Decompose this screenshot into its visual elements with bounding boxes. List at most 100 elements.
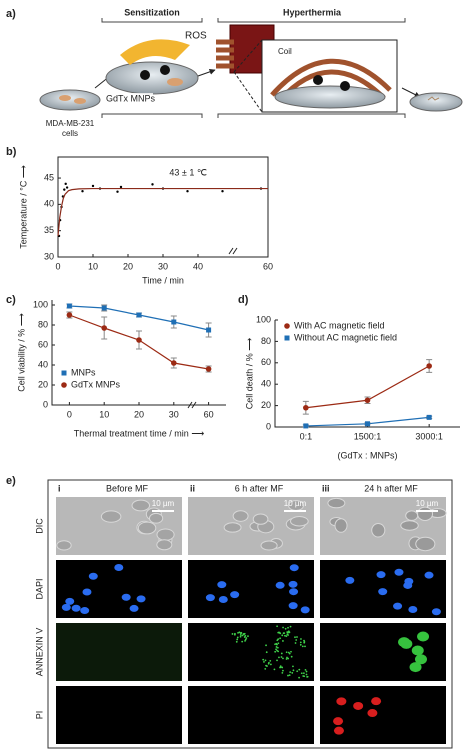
stain	[281, 671, 284, 674]
stain	[234, 632, 236, 635]
y-axis-label: Temperature / °C ⟶	[18, 165, 28, 249]
point	[426, 363, 432, 369]
stain	[409, 662, 422, 673]
stain	[276, 639, 279, 642]
stain	[240, 631, 243, 634]
micrograph	[320, 686, 446, 744]
stain	[287, 657, 290, 660]
stain	[241, 640, 244, 643]
point	[101, 325, 107, 331]
point	[426, 414, 432, 420]
point	[303, 404, 309, 411]
gdtx-label: GdTx MNPs	[106, 93, 156, 103]
chart: d) 0 20 40 60 80 100 0:1 1500:1 3000:1 Cell death …	[238, 294, 460, 460]
cell	[415, 536, 436, 552]
stain	[305, 673, 308, 676]
nucleus	[114, 564, 124, 572]
x-tick-label: 0	[67, 409, 72, 419]
stain	[285, 658, 288, 660]
nucleus	[424, 571, 434, 579]
x-tick-label: 1500:1	[354, 431, 382, 441]
point	[64, 182, 67, 186]
y-tick-label: 100	[33, 299, 48, 309]
stain	[367, 709, 378, 718]
column-numeral: ii	[190, 483, 195, 493]
y-tick-label: 40	[38, 359, 48, 369]
stain	[336, 697, 347, 706]
cell	[223, 522, 242, 533]
nucleus	[80, 607, 90, 615]
stain	[280, 656, 283, 658]
legend-label: MNPs	[71, 367, 96, 377]
stain	[298, 676, 300, 679]
stain	[266, 665, 268, 667]
stain	[299, 643, 302, 646]
point	[205, 366, 212, 372]
nucleus	[431, 608, 441, 616]
nucleus	[121, 593, 131, 601]
coil	[216, 39, 234, 69]
stain	[282, 657, 284, 660]
nucleus	[230, 591, 240, 599]
nucleus	[345, 576, 355, 584]
chart: c) 0 20 40 60 80 100 0 10 20 30 60 Cell viability / …	[6, 294, 226, 438]
stain	[276, 659, 278, 662]
point	[119, 185, 123, 189]
stain	[276, 646, 279, 649]
stain	[289, 671, 292, 674]
nucleus	[376, 571, 386, 579]
stain	[236, 638, 239, 641]
stain	[285, 635, 288, 638]
x-tick-label: 0	[55, 261, 60, 271]
stain	[279, 665, 282, 668]
series-line	[57, 187, 268, 237]
point	[136, 337, 142, 343]
legend-marker	[61, 370, 67, 376]
stain	[236, 636, 239, 639]
nucleus	[218, 595, 228, 603]
cell	[100, 510, 122, 523]
legend-marker	[284, 323, 290, 329]
cell	[74, 98, 86, 104]
stain	[296, 670, 299, 673]
stain	[279, 632, 282, 635]
stain	[231, 633, 234, 635]
stain	[298, 668, 301, 671]
column-title: 6 h after MF	[235, 483, 284, 493]
micrograph: 10 µm	[188, 497, 314, 555]
nucleus	[300, 606, 310, 614]
stain	[239, 635, 242, 638]
y-tick-label: 35	[44, 225, 54, 235]
nucleus	[289, 588, 299, 596]
stain	[273, 668, 276, 671]
stain	[302, 675, 305, 677]
debris	[427, 96, 440, 101]
panel-label: d)	[238, 294, 249, 306]
nucleus	[82, 588, 92, 596]
row-label: PI	[34, 711, 44, 720]
stain	[264, 667, 267, 670]
legend-marker	[284, 335, 290, 341]
scale-bar-label: 10 µm	[416, 499, 439, 508]
panel-e: e) i Before MF ii 6 h after MF iii 24 h after…	[6, 475, 453, 749]
panel-a: a) Sensitization Hyperthermia MDA-MB-231…	[6, 7, 463, 138]
stain	[303, 641, 306, 644]
x-tick-label: 40	[193, 261, 203, 271]
x-tick-label: 30	[158, 261, 168, 271]
stain	[241, 634, 244, 637]
y-tick-label: 40	[261, 379, 271, 389]
stain	[243, 636, 246, 638]
image-bg	[320, 686, 446, 744]
image-bg	[320, 623, 446, 681]
point	[65, 186, 69, 189]
stain	[295, 639, 298, 641]
stain	[292, 669, 295, 672]
micrograph	[188, 560, 314, 618]
stage-title: Hyperthermia	[283, 7, 342, 17]
stain	[277, 650, 280, 653]
coil-label: Coil	[278, 47, 292, 56]
stain	[400, 638, 413, 649]
stain	[414, 654, 427, 665]
row-label: DIC	[34, 518, 44, 534]
nanoparticle	[313, 75, 323, 85]
